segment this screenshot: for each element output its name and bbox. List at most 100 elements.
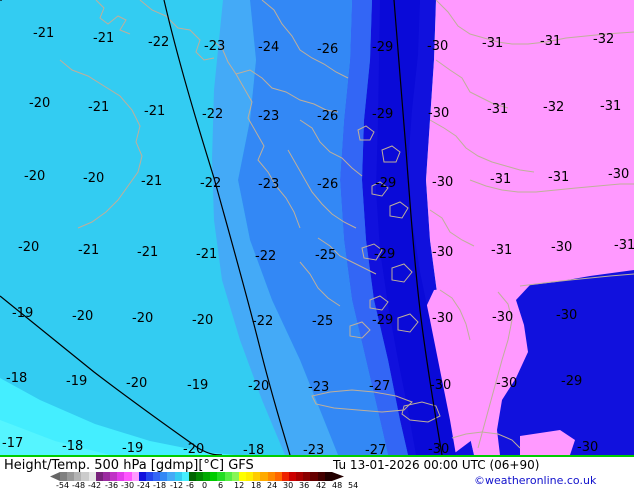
temperature-label: -30 [492, 310, 514, 325]
color-scale-swatch [74, 472, 82, 481]
color-scale-swatch [267, 472, 275, 481]
color-scale-swatch [246, 472, 254, 481]
temperature-label: -30 [577, 440, 599, 455]
temperature-label: -21 [141, 174, 163, 189]
band-fill-navy-core [376, 0, 456, 455]
temperature-label: -31 [548, 170, 570, 185]
color-scale-swatch [81, 472, 89, 481]
temperature-label: -18 [6, 371, 28, 386]
color-scale-tick: -42 [88, 481, 102, 490]
temperature-label: -22 [202, 107, 224, 122]
legend-bar: Height/Temp. 500 hPa [gdmp][°C] GFS Tu 1… [0, 455, 634, 490]
color-scale-swatch [310, 472, 318, 481]
legend-title: Height/Temp. 500 hPa [gdmp][°C] GFS [4, 458, 254, 473]
temperature-label: -30 [430, 378, 452, 393]
temperature-label: -23 [303, 443, 325, 455]
temperature-label: -22 [200, 176, 222, 191]
temperature-label: -29 [372, 107, 394, 122]
temperature-label: -17 [2, 436, 24, 451]
temperature-label: -21 [33, 26, 55, 41]
color-scale-ticks: -54 -48 -42 -36 -30 -24 -18 -12 -6 0 6 12 18 24 30 36 42… [56, 481, 359, 490]
temperature-label: -29 [375, 176, 397, 191]
color-scale[interactable] [50, 472, 346, 481]
temperature-label: -27 [369, 379, 391, 394]
color-scale-swatch [153, 472, 161, 481]
color-scale-tick: -18 [153, 481, 167, 490]
temperature-label: -20 [248, 379, 270, 394]
color-scale-swatch [203, 472, 211, 481]
color-scale-tick: -12 [170, 481, 184, 490]
color-scale-tick: -24 [137, 481, 151, 490]
temperature-label: -31 [487, 102, 509, 117]
color-scale-tick: -54 [56, 481, 70, 490]
color-scale-swatch [131, 472, 139, 481]
band-fill-blue [238, 0, 388, 455]
temperature-label: -27 [365, 443, 387, 455]
temperature-label: -30 [608, 167, 630, 182]
temperature-label: -29 [372, 313, 394, 328]
contour-line-1 [163, 0, 291, 455]
color-scale-swatch [138, 472, 146, 481]
temperature-label: -18 [243, 443, 265, 455]
color-scale-left-arrow [50, 472, 60, 481]
temperature-label: -30 [432, 311, 454, 326]
temperature-label: -30 [432, 175, 454, 190]
color-scale-swatch [231, 472, 239, 481]
band-fill-navy-right [497, 270, 634, 455]
accent-divider [0, 455, 634, 457]
band-fill-cyan-brightest [0, 420, 110, 455]
temperature-label: -31 [490, 172, 512, 187]
temperature-label: -26 [317, 177, 339, 192]
color-scale-swatch [289, 472, 297, 481]
color-scale-swatch [260, 472, 268, 481]
temperature-label: -20 [72, 309, 94, 324]
color-scale-swatch [167, 472, 175, 481]
temperature-label: -30 [428, 106, 450, 121]
color-scale-swatch [124, 472, 132, 481]
color-scale-tick: -48 [72, 481, 86, 490]
color-scale-tick: 12 [234, 481, 245, 490]
color-scale-swatch [102, 472, 111, 481]
color-scale-tick: 6 [218, 481, 224, 490]
temperature-label: -21 [78, 243, 100, 258]
temperature-label: -22 [148, 35, 170, 50]
temperature-label: -19 [12, 306, 34, 321]
temperature-label: -29 [372, 40, 394, 55]
temperature-label: -22 [255, 249, 277, 264]
temperature-label: -30 [551, 240, 573, 255]
color-scale-tick: -6 [186, 481, 194, 490]
temperature-label: -23 [204, 39, 226, 54]
contour-line-2 [393, 0, 443, 455]
color-scale-swatch [181, 472, 189, 481]
temperature-label: -20 [18, 240, 40, 255]
color-scale-swatch [188, 472, 196, 481]
forecast-timestamp: Tu 13-01-2026 00:00 UTC (06+90) [333, 458, 540, 472]
color-scale-tick: 54 [348, 481, 359, 490]
color-scale-swatch [60, 472, 68, 481]
temperature-label: -23 [308, 380, 330, 395]
color-scale-swatch [224, 472, 232, 481]
temperature-label: -19 [122, 441, 144, 455]
color-scale-swatch [145, 472, 154, 481]
map-svg [0, 0, 634, 455]
temperature-label: -18 [62, 439, 84, 454]
color-scale-swatch [110, 472, 118, 481]
temperature-label: -31 [600, 99, 622, 114]
color-scale-tick: 0 [202, 481, 208, 490]
map-canvas[interactable]: -21 -21 -22 -23 -24 -26 -29 -30 -31 -31 -32 -20 -21 -… [0, 0, 634, 455]
color-scale-tick: 30 [283, 481, 294, 490]
temperature-label: -29 [374, 247, 396, 262]
temperature-label: -30 [428, 442, 450, 455]
temperature-label: -21 [137, 245, 159, 260]
color-scale-swatch [195, 472, 204, 481]
temperature-label: -21 [196, 247, 218, 262]
temperature-label: -23 [258, 177, 280, 192]
temperature-label: -32 [593, 32, 615, 47]
temperature-label: -25 [312, 314, 334, 329]
temperature-label: -29 [561, 374, 583, 389]
temperature-label: -30 [432, 245, 454, 260]
band-fill-lightblue [212, 0, 338, 455]
temperature-label: -22 [252, 314, 274, 329]
temperature-label: -23 [258, 109, 280, 124]
